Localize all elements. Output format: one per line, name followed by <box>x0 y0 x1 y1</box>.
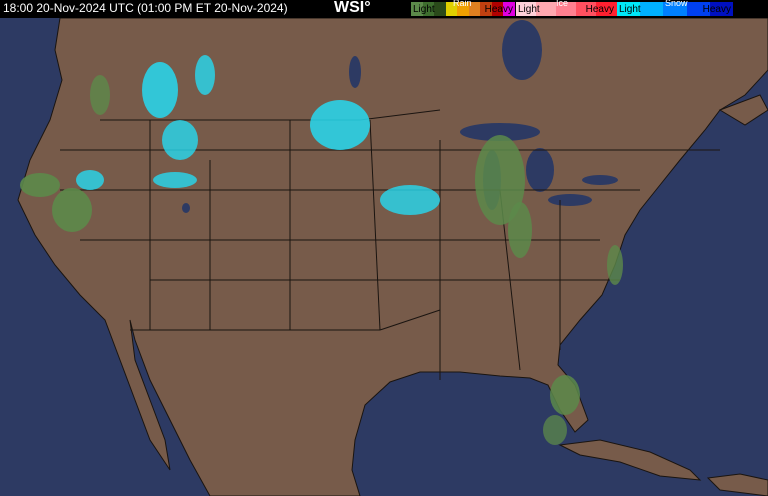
cuba-island <box>558 439 702 481</box>
rain-echo <box>543 415 567 445</box>
snow-echo <box>162 120 198 160</box>
great-salt-lake <box>182 203 190 213</box>
nova-scotia <box>718 94 768 126</box>
legend-swatch <box>617 2 641 16</box>
land-mass <box>17 17 768 496</box>
rain-echo <box>20 173 60 197</box>
lake-ontario <box>582 175 618 185</box>
snow-echo <box>310 100 370 150</box>
james-bay <box>502 20 542 80</box>
legend-swatch <box>445 2 458 16</box>
legend-title: Ice <box>556 0 569 8</box>
lake-huron <box>526 148 554 192</box>
legend-swatch <box>491 2 504 16</box>
legend-swatch <box>457 2 470 16</box>
snow-echo <box>195 55 215 95</box>
snow-echo <box>380 185 440 215</box>
north-america-land <box>17 17 768 496</box>
legend-swatch <box>576 2 597 16</box>
legend-heavy-label: Heavy <box>585 4 614 15</box>
lake-winnipeg <box>349 56 361 88</box>
legend-swatch <box>686 2 711 16</box>
legend-title: Rain <box>453 0 472 8</box>
lake-erie <box>548 194 592 206</box>
precipitation <box>20 55 623 445</box>
legend-swatch <box>480 2 493 16</box>
header-bar: 18:00 20-Nov-2024 UTC (01:00 PM ET 20-No… <box>0 0 768 18</box>
timestamp: 18:00 20-Nov-2024 UTC (01:00 PM ET 20-No… <box>3 1 288 15</box>
legend-heavy-label: Heavy <box>702 4 731 15</box>
legend-swatch <box>434 2 447 16</box>
rain-echo <box>550 375 580 415</box>
legend-swatch <box>556 2 577 16</box>
legend-swatch <box>640 2 664 16</box>
state-border <box>130 309 441 331</box>
snow-echo <box>142 62 178 118</box>
legend-ice: Light Ice Heavy <box>516 0 617 18</box>
legend-swatch <box>422 2 435 16</box>
legend-swatch <box>516 2 537 16</box>
legend-swatch <box>596 2 617 16</box>
legend-light-label: Light <box>619 4 641 15</box>
lake-superior <box>460 123 540 141</box>
wsi-logo: WSI° <box>334 0 371 16</box>
legend-swatch <box>709 2 734 16</box>
legend-swatch <box>663 2 688 16</box>
snow-echo <box>153 172 197 188</box>
rain-echo <box>508 202 532 258</box>
snow-echo <box>76 170 104 190</box>
rain-echo <box>475 135 525 225</box>
legend-snow: Light Snow Heavy <box>617 0 734 18</box>
rain-echo <box>607 245 623 285</box>
rain-echo <box>90 75 110 115</box>
legend-swatch <box>536 2 557 16</box>
rain-echo <box>52 188 92 232</box>
legend-heavy-label: Heavy <box>484 4 513 15</box>
legend-swatch <box>411 2 424 16</box>
legend-title: Snow <box>665 0 688 8</box>
legend-swatch <box>468 2 481 16</box>
state-border <box>369 119 381 331</box>
legend-light-label: Light <box>518 4 540 15</box>
legend-swatch <box>503 2 516 16</box>
hispaniola-island <box>706 473 768 496</box>
legend-rain: Light Rain Heavy <box>411 0 516 18</box>
legend-light-label: Light <box>413 4 435 15</box>
